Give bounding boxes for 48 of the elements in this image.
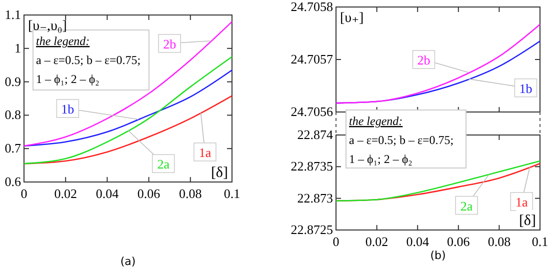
y-tick-label: 22.8735 [290,158,333,174]
series-label: 1a [516,194,528,210]
x-axis-title: [δ] [518,213,536,229]
y-tick-label: 0.7 [4,140,22,156]
series-label: 2b [417,52,430,68]
x-tick-label: 0.02 [54,186,77,201]
line-series [335,24,541,104]
y-tick-label: 0.9 [4,74,21,89]
series-label: 1b [61,102,74,117]
x-tick-label: 0.02 [365,234,388,249]
x-tick-label: 0.06 [137,186,161,201]
text: (a) [120,255,136,268]
x-tick-label: 0.1 [224,186,240,201]
y-tick-label: 24.7056 [290,104,334,119]
y-tick-label: 22.8725 [290,222,333,237]
x-tick-label: 0 [332,234,340,249]
x-tick-label: 0.04 [406,234,430,249]
y-tick-label: 24.7058 [290,0,333,14]
annotation: a – ε=0.5; b – ε=0.75; [36,53,141,67]
text: (b) [430,249,446,262]
annotation: a – ε=0.5; b – ε=0.75; [349,133,454,147]
y-tick-label: 22.874 [297,127,334,142]
y-tick-label: 22.873 [297,190,333,206]
annotation: the legend: [36,34,90,48]
x-tick-label: 0 [20,186,28,201]
series-label: 2a [460,198,473,214]
annotation: 1 – ϕ₁; 2 – ϕ₂ [349,152,412,166]
y-axis-title: [υ₊] [340,11,364,26]
text: the legend: [349,114,403,128]
y-tick-label: 0.8 [4,107,21,122]
series-label: 2b [163,36,176,52]
line-series [23,21,233,147]
y-tick-label: 0.6 [4,174,22,189]
y-tick-label: 24.7057 [290,52,334,66]
annotation: 1 – ϕ₁; 2 – ϕ₂ [36,72,100,86]
x-tick-label: 0.04 [96,186,120,201]
text: 2a [157,156,170,172]
x-tick-label: 0.08 [488,234,511,249]
y-tick-label: 1.1 [4,7,21,22]
series-label: 1b [519,80,532,96]
x-tick-label: 0.06 [447,234,470,249]
x-tick-label: 0.1 [532,234,548,249]
line-series [23,69,233,147]
text: 1a [198,144,212,160]
y-tick-label: 1 [14,40,21,56]
x-axis-title: [δ] [210,165,228,181]
x-tick-label: 0.08 [179,186,202,201]
y-axis-title: [υ₋,υ₀] [28,19,67,34]
